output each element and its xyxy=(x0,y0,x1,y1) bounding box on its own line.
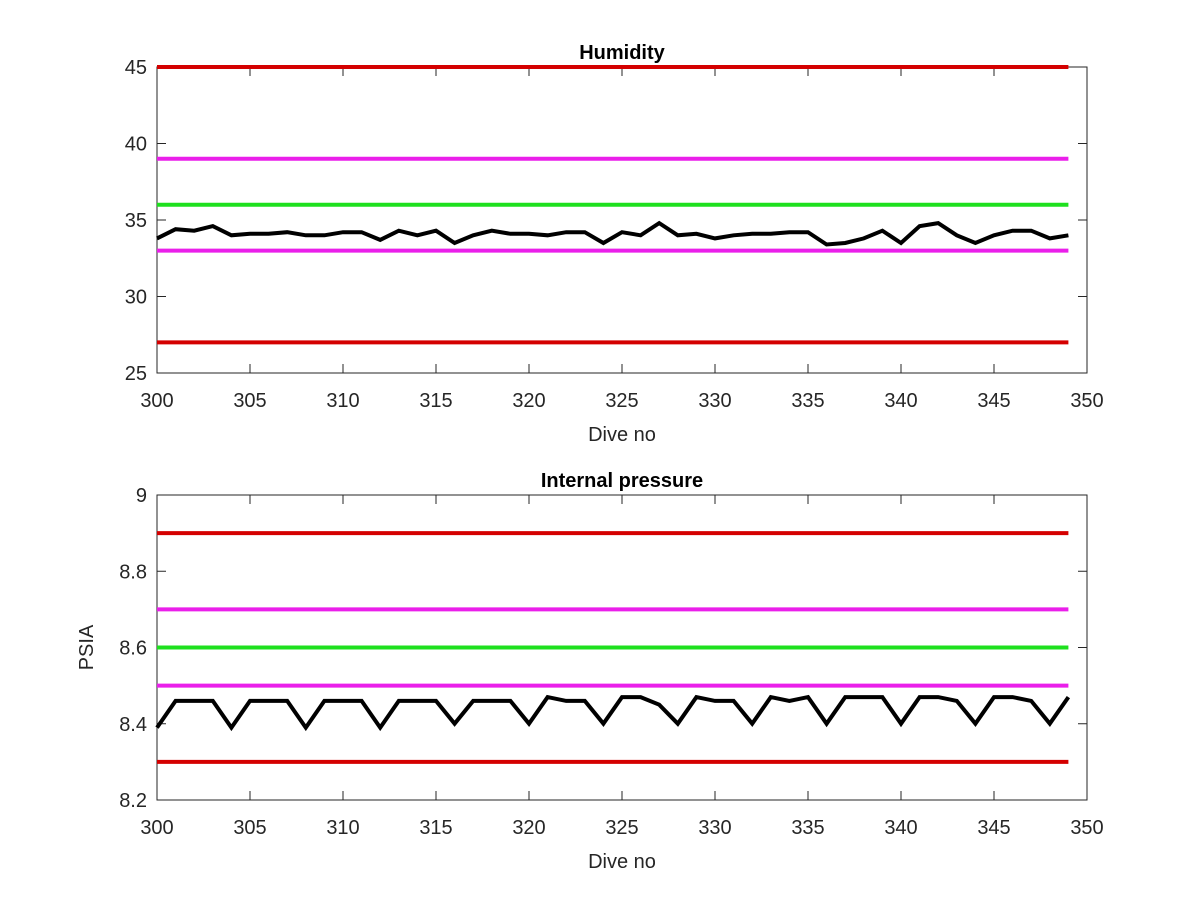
axes-box xyxy=(156,66,1088,374)
x-tick-label: 350 xyxy=(1070,817,1103,839)
x-tick-label: 305 xyxy=(233,817,266,839)
x-tick-label: 345 xyxy=(977,817,1010,839)
x-tick-label: 340 xyxy=(884,817,917,839)
data-series-line-0 xyxy=(155,694,1071,732)
x-tick-label: 340 xyxy=(884,390,917,412)
x-tick-label: 325 xyxy=(605,390,638,412)
y-tick-label: 8.8 xyxy=(119,561,147,583)
x-axis-label: Dive no xyxy=(588,851,656,873)
data-series-line-0 xyxy=(156,220,1069,247)
y-tick-label: 35 xyxy=(125,210,147,232)
x-tick-label: 330 xyxy=(698,817,731,839)
x-tick-label: 315 xyxy=(419,390,452,412)
y-tick-label: 8.6 xyxy=(119,638,147,660)
x-tick-label: 300 xyxy=(140,390,173,412)
y-tick-label: 45 xyxy=(125,57,147,79)
y-tick-label: 8.2 xyxy=(119,790,147,812)
y-axis-label: PSIA xyxy=(76,624,98,670)
y-tick-label: 9 xyxy=(136,485,147,507)
x-tick-label: 300 xyxy=(140,817,173,839)
chart-title: Internal pressure xyxy=(541,470,703,492)
x-tick-label: 320 xyxy=(512,390,545,412)
x-tick-label: 325 xyxy=(605,817,638,839)
x-tick-label: 315 xyxy=(419,817,452,839)
x-axis-label: Dive no xyxy=(588,424,656,446)
chart-0: 300 305 310 315 320 325 330 335 340 345 350 25 30 35 4… xyxy=(125,42,1104,446)
chart-title: Humidity xyxy=(579,42,665,64)
x-tick-label: 335 xyxy=(791,390,824,412)
x-tick-label: 350 xyxy=(1070,390,1103,412)
chart-1: 300 305 310 315 320 325 330 335 340 345 350 8.2 8.4 8… xyxy=(76,470,1104,873)
y-tick-label: 40 xyxy=(125,134,147,156)
x-tick-label: 310 xyxy=(326,817,359,839)
x-tick-label: 345 xyxy=(977,390,1010,412)
x-tick-label: 320 xyxy=(512,817,545,839)
y-tick-label: 8.4 xyxy=(119,714,147,736)
x-tick-label: 335 xyxy=(791,817,824,839)
x-tick-label: 330 xyxy=(698,390,731,412)
x-tick-label: 305 xyxy=(233,390,266,412)
y-tick-label: 25 xyxy=(125,363,147,385)
y-tick-label: 30 xyxy=(125,287,147,309)
plots-group: 300 305 310 315 320 325 330 335 340 345 350 25 30 35 4… xyxy=(76,42,1104,873)
x-tick-label: 310 xyxy=(326,390,359,412)
